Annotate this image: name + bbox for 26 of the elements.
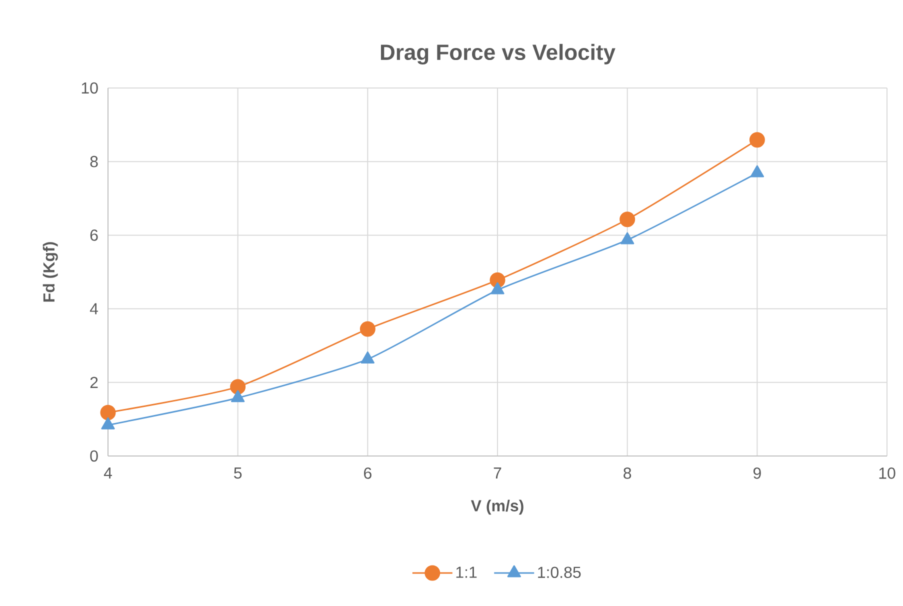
point xyxy=(620,212,636,228)
y-tick-label: 8 xyxy=(90,156,98,168)
x-axis-title: V (m/s) xyxy=(470,500,524,515)
x-tick-label: 4 xyxy=(104,468,112,479)
point xyxy=(749,132,765,148)
y-tick-label: 10 xyxy=(82,82,98,94)
point xyxy=(101,417,115,430)
chart-title: Drag Force vs Velocity xyxy=(380,44,616,64)
y-tick-label: 0 xyxy=(90,450,98,462)
point xyxy=(360,321,376,337)
y-axis-title: Fd (Kgf) xyxy=(42,242,58,302)
point xyxy=(360,351,374,364)
x-tick-label: 9 xyxy=(753,468,761,479)
legend-label: 1:0.85 xyxy=(538,566,581,578)
y-tick-label: 6 xyxy=(90,230,98,241)
point xyxy=(231,390,245,402)
point xyxy=(620,232,634,244)
x-tick-label: 6 xyxy=(364,468,372,479)
y-tick-label: 4 xyxy=(90,303,98,314)
point xyxy=(490,282,504,294)
x-tick-label: 5 xyxy=(234,468,242,479)
x-tick-label: 8 xyxy=(624,468,632,479)
legend-label: 1:1 xyxy=(456,566,477,578)
y-tick-label: 2 xyxy=(90,376,98,388)
x-tick-label: 10 xyxy=(879,468,896,479)
x-tick-label: 7 xyxy=(494,468,502,479)
